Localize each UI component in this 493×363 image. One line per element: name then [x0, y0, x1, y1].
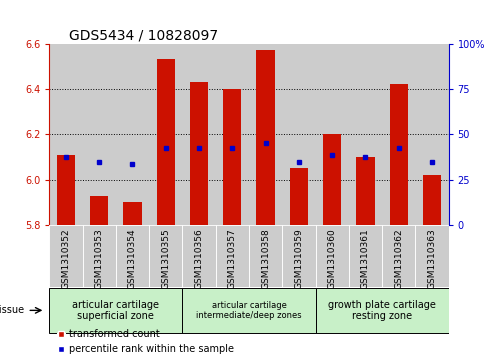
- Text: GSM1310359: GSM1310359: [294, 228, 303, 289]
- Bar: [149, 44, 182, 225]
- Bar: [349, 44, 382, 225]
- Bar: [116, 225, 149, 287]
- Bar: [382, 44, 415, 225]
- Bar: [316, 288, 449, 333]
- Bar: [215, 44, 249, 225]
- Text: GSM1310354: GSM1310354: [128, 228, 137, 289]
- Text: growth plate cartilage
resting zone: growth plate cartilage resting zone: [328, 299, 436, 321]
- Bar: [223, 89, 242, 225]
- Bar: [415, 44, 449, 225]
- Bar: [282, 225, 316, 287]
- Bar: [49, 44, 82, 225]
- Bar: [249, 225, 282, 287]
- Bar: [49, 288, 182, 333]
- Bar: [349, 225, 382, 287]
- Text: tissue: tissue: [0, 305, 25, 315]
- Text: GSM1310360: GSM1310360: [328, 228, 337, 289]
- Text: GSM1310358: GSM1310358: [261, 228, 270, 289]
- Bar: [282, 44, 316, 225]
- Bar: [423, 175, 441, 225]
- Bar: [116, 44, 149, 225]
- Bar: [323, 134, 341, 225]
- Bar: [249, 44, 282, 225]
- Text: GSM1310363: GSM1310363: [427, 228, 436, 289]
- Text: GSM1310353: GSM1310353: [95, 228, 104, 289]
- Bar: [83, 225, 116, 287]
- Bar: [415, 225, 449, 287]
- Text: GSM1310352: GSM1310352: [62, 228, 70, 289]
- Bar: [57, 155, 75, 225]
- Text: GSM1310356: GSM1310356: [195, 228, 204, 289]
- Text: articular cartilage
intermediate/deep zones: articular cartilage intermediate/deep zo…: [196, 301, 302, 320]
- Text: GSM1310361: GSM1310361: [361, 228, 370, 289]
- Bar: [149, 225, 182, 287]
- Bar: [356, 157, 375, 225]
- Bar: [90, 196, 108, 225]
- Bar: [316, 44, 349, 225]
- Bar: [123, 202, 141, 225]
- Text: GSM1310355: GSM1310355: [161, 228, 170, 289]
- Text: articular cartilage
superficial zone: articular cartilage superficial zone: [72, 299, 159, 321]
- Bar: [182, 288, 316, 333]
- Bar: [316, 225, 349, 287]
- Bar: [290, 168, 308, 225]
- Bar: [157, 60, 175, 225]
- Text: GSM1310362: GSM1310362: [394, 228, 403, 289]
- Bar: [256, 50, 275, 225]
- Text: GSM1310357: GSM1310357: [228, 228, 237, 289]
- Bar: [182, 225, 215, 287]
- Bar: [382, 225, 415, 287]
- Bar: [190, 82, 208, 225]
- Bar: [215, 225, 249, 287]
- Legend: transformed count, percentile rank within the sample: transformed count, percentile rank withi…: [54, 326, 238, 358]
- Bar: [49, 225, 82, 287]
- Bar: [82, 44, 116, 225]
- Text: GDS5434 / 10828097: GDS5434 / 10828097: [69, 28, 218, 42]
- Bar: [389, 84, 408, 225]
- Bar: [182, 44, 215, 225]
